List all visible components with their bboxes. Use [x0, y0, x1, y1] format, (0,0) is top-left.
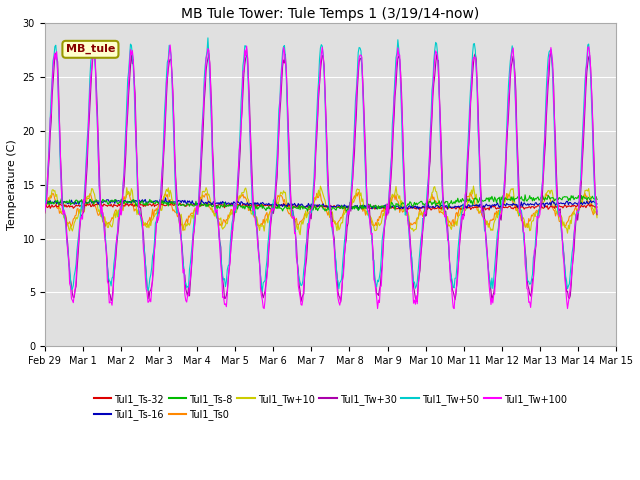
Tul1_Ts-32 [184, 202, 191, 207]
Line: Tul1_Ts-8: Tul1_Ts-8 [45, 195, 597, 211]
Tul1_Tw+100 [41, 209, 49, 215]
Tul1_Tw+100 [458, 213, 466, 218]
Tul1_Tw+10 [411, 227, 419, 233]
Tul1_Ts-8 [367, 204, 375, 210]
Tul1_Ts-8 [303, 208, 311, 214]
Tul1_Ts-8 [291, 204, 298, 210]
Tul1_Tw+50 [204, 35, 212, 41]
Tul1_Ts-8 [183, 202, 191, 207]
Tul1_Tw+100 [412, 301, 419, 307]
Tul1_Tw+100 [184, 292, 191, 298]
Line: Tul1_Tw+50: Tul1_Tw+50 [45, 38, 597, 291]
Tul1_Tw+30 [41, 210, 49, 216]
Tul1_Tw+10 [367, 215, 375, 221]
Tul1_Ts-16 [355, 207, 362, 213]
Tul1_Tw+50 [41, 208, 49, 214]
Line: Tul1_Tw+30: Tul1_Tw+30 [45, 49, 597, 302]
Tul1_Tw+100 [166, 42, 174, 48]
Text: MB_tule: MB_tule [66, 44, 115, 54]
Tul1_Ts0 [292, 216, 300, 221]
Tul1_Tw+50 [593, 209, 601, 215]
Tul1_Ts-32 [458, 205, 466, 211]
Tul1_Ts-32 [140, 204, 147, 209]
Tul1_Tw+100 [593, 209, 601, 215]
Tul1_Tw+30 [90, 47, 97, 52]
Tul1_Ts-16 [292, 203, 300, 208]
Tul1_Tw+50 [183, 285, 191, 291]
Tul1_Ts0 [179, 228, 187, 233]
Tul1_Ts-16 [184, 198, 191, 204]
Tul1_Ts0 [412, 221, 419, 227]
Tul1_Tw+30 [458, 212, 466, 218]
Tul1_Tw+10 [41, 210, 49, 216]
Tul1_Ts-16 [412, 203, 419, 209]
Tul1_Ts0 [125, 189, 132, 195]
Tul1_Tw+30 [337, 299, 344, 305]
Tul1_Ts0 [41, 205, 49, 211]
Tul1_Ts-32 [428, 207, 435, 213]
Tul1_Tw+30 [140, 230, 147, 236]
Tul1_Ts-8 [41, 198, 49, 204]
Tul1_Ts-8 [411, 200, 419, 205]
Tul1_Tw+30 [184, 294, 191, 300]
Line: Tul1_Ts-16: Tul1_Ts-16 [45, 198, 597, 210]
Tul1_Ts-32 [292, 202, 300, 208]
Tul1_Ts0 [368, 221, 376, 227]
Tul1_Ts-16 [458, 203, 466, 208]
Tul1_Ts-16 [368, 206, 376, 212]
Line: Tul1_Tw+10: Tul1_Tw+10 [45, 186, 597, 235]
Tul1_Ts-32 [367, 205, 375, 211]
Tul1_Ts-8 [458, 199, 465, 205]
Tul1_Tw+30 [368, 236, 376, 241]
Legend: Tul1_Ts-32, Tul1_Ts-16, Tul1_Ts-8, Tul1_Ts0, Tul1_Tw+10, Tul1_Tw+30, Tul1_Tw+50,: Tul1_Ts-32, Tul1_Ts-16, Tul1_Ts-8, Tul1_… [90, 390, 571, 424]
Tul1_Tw+50 [458, 207, 466, 213]
Tul1_Tw+100 [368, 230, 376, 236]
Line: Tul1_Tw+100: Tul1_Tw+100 [45, 45, 597, 309]
Tul1_Ts0 [140, 223, 147, 228]
Tul1_Ts-8 [521, 192, 529, 198]
Tul1_Tw+100 [139, 218, 147, 224]
Tul1_Ts0 [593, 213, 601, 218]
Tul1_Tw+50 [259, 288, 266, 294]
Line: Tul1_Ts-32: Tul1_Ts-32 [45, 203, 597, 210]
Tul1_Ts0 [185, 213, 193, 219]
Title: MB Tule Tower: Tule Temps 1 (3/19/14-now): MB Tule Tower: Tule Temps 1 (3/19/14-now… [181, 7, 479, 21]
Tul1_Tw+30 [593, 212, 601, 217]
Tul1_Tw+100 [260, 306, 268, 312]
Line: Tul1_Ts0: Tul1_Ts0 [45, 192, 597, 230]
Tul1_Tw+30 [292, 233, 300, 239]
Tul1_Tw+100 [292, 254, 300, 260]
Tul1_Tw+10 [296, 232, 304, 238]
Tul1_Tw+10 [458, 203, 465, 208]
Y-axis label: Temperature (C): Temperature (C) [7, 140, 17, 230]
Tul1_Tw+50 [368, 239, 376, 244]
Tul1_Ts-8 [593, 197, 601, 203]
Tul1_Ts-16 [139, 197, 147, 203]
Tul1_Tw+50 [292, 255, 300, 261]
Tul1_Tw+10 [593, 215, 601, 220]
Tul1_Tw+50 [412, 286, 419, 291]
Tul1_Tw+50 [139, 227, 147, 232]
Tul1_Ts-32 [41, 204, 49, 210]
Tul1_Tw+30 [412, 295, 419, 301]
Tul1_Ts-8 [139, 198, 147, 204]
Tul1_Tw+10 [470, 183, 477, 189]
Tul1_Ts-32 [593, 204, 601, 210]
Tul1_Tw+10 [183, 223, 191, 229]
Tul1_Ts0 [458, 209, 466, 215]
Tul1_Ts-16 [41, 199, 49, 204]
Tul1_Ts-32 [136, 200, 143, 205]
Tul1_Tw+10 [139, 217, 147, 223]
Tul1_Ts-16 [593, 201, 601, 207]
Tul1_Ts-32 [411, 205, 419, 211]
Tul1_Ts-16 [162, 195, 170, 201]
Tul1_Tw+10 [291, 219, 298, 225]
